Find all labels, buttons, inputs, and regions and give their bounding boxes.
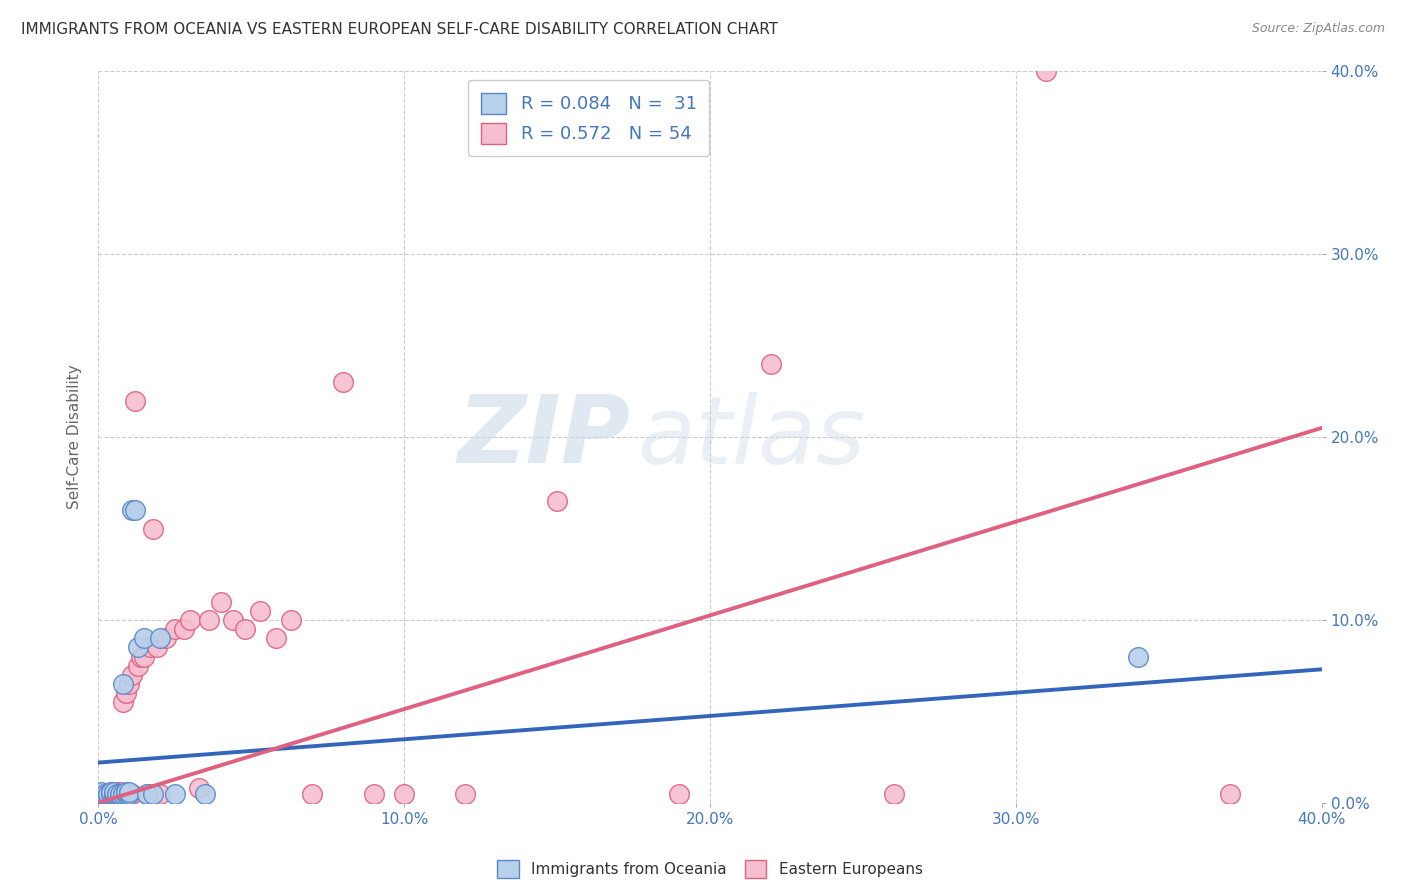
Point: [546, 494, 568, 508]
Point: [264, 632, 287, 646]
Point: [139, 640, 162, 655]
Point: [188, 781, 211, 796]
Point: [118, 787, 141, 801]
Point: [145, 640, 167, 655]
Point: [759, 357, 782, 371]
Point: [108, 785, 131, 799]
Point: [100, 785, 122, 799]
Point: [97, 789, 120, 803]
Point: [115, 686, 138, 700]
Point: [105, 787, 128, 801]
Point: [233, 622, 256, 636]
Point: [222, 613, 245, 627]
Point: [100, 785, 122, 799]
Point: [129, 649, 152, 664]
Point: [97, 789, 120, 803]
Text: atlas: atlas: [637, 392, 865, 483]
Point: [103, 787, 125, 801]
Point: [118, 787, 141, 801]
Point: [1128, 649, 1150, 664]
Point: [90, 790, 112, 805]
Legend: Immigrants from Oceania, Eastern Europeans: Immigrants from Oceania, Eastern Europea…: [491, 855, 929, 884]
Point: [90, 785, 112, 799]
Point: [173, 622, 195, 636]
Point: [121, 787, 143, 801]
Text: ZIP: ZIP: [457, 391, 630, 483]
Point: [136, 787, 159, 801]
Point: [301, 787, 323, 801]
Point: [668, 787, 690, 801]
Point: [163, 622, 186, 636]
Point: [155, 632, 177, 646]
Point: [93, 789, 115, 803]
Y-axis label: Self-Care Disability: Self-Care Disability: [67, 365, 83, 509]
Point: [142, 521, 165, 535]
Point: [93, 790, 115, 805]
Point: [108, 787, 131, 801]
Point: [249, 604, 271, 618]
Point: [142, 787, 165, 801]
Point: [103, 787, 125, 801]
Point: [105, 785, 128, 799]
Point: [179, 613, 201, 627]
Point: [90, 787, 112, 801]
Text: Source: ZipAtlas.com: Source: ZipAtlas.com: [1251, 22, 1385, 36]
Point: [134, 632, 156, 646]
Point: [454, 787, 477, 801]
Point: [163, 787, 186, 801]
Point: [100, 787, 122, 801]
Point: [115, 787, 138, 801]
Point: [149, 632, 172, 646]
Point: [93, 787, 115, 801]
Point: [124, 503, 146, 517]
Point: [280, 613, 302, 627]
Point: [111, 787, 134, 801]
Point: [197, 613, 219, 627]
Point: [111, 787, 134, 801]
Point: [392, 787, 416, 801]
Point: [127, 658, 149, 673]
Point: [121, 503, 143, 517]
Point: [118, 785, 141, 799]
Point: [118, 677, 141, 691]
Point: [100, 787, 122, 801]
Point: [108, 787, 131, 801]
Point: [149, 787, 172, 801]
Point: [111, 695, 134, 709]
Point: [1219, 787, 1241, 801]
Point: [103, 789, 125, 803]
Point: [105, 789, 128, 803]
Text: IMMIGRANTS FROM OCEANIA VS EASTERN EUROPEAN SELF-CARE DISABILITY CORRELATION CHA: IMMIGRANTS FROM OCEANIA VS EASTERN EUROP…: [21, 22, 778, 37]
Point: [103, 785, 125, 799]
Point: [115, 785, 138, 799]
Point: [103, 785, 125, 799]
Point: [363, 787, 385, 801]
Point: [90, 787, 112, 801]
Point: [194, 787, 217, 801]
Point: [97, 787, 120, 801]
Point: [134, 649, 156, 664]
Point: [105, 787, 128, 801]
Point: [883, 787, 905, 801]
Point: [121, 667, 143, 681]
Point: [97, 787, 120, 801]
Point: [209, 594, 232, 608]
Point: [136, 787, 159, 801]
Point: [93, 787, 115, 801]
Point: [111, 677, 134, 691]
Point: [332, 376, 354, 390]
Point: [127, 640, 149, 655]
Point: [124, 393, 146, 408]
Point: [115, 787, 138, 801]
Point: [1035, 64, 1057, 78]
Point: [108, 789, 131, 803]
